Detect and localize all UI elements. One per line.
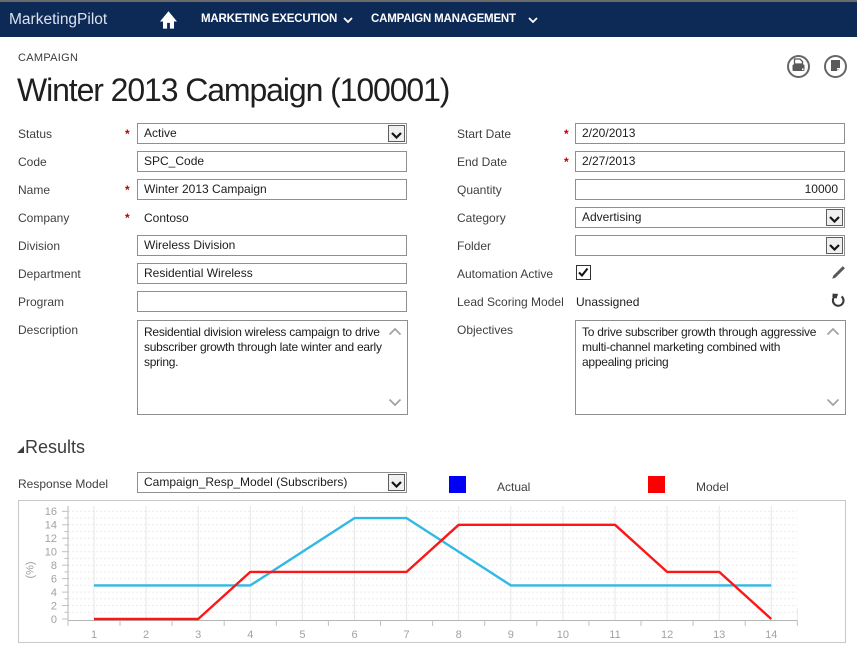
- svg-text:1: 1: [91, 629, 97, 641]
- svg-text:10: 10: [45, 547, 57, 559]
- svg-text:7: 7: [404, 629, 410, 641]
- svg-text:8: 8: [456, 629, 462, 641]
- svg-text:12: 12: [45, 533, 57, 545]
- svg-text:12: 12: [661, 629, 673, 641]
- svg-text:9: 9: [508, 629, 514, 641]
- svg-text:11: 11: [609, 629, 620, 641]
- svg-text:6: 6: [351, 629, 357, 641]
- svg-text:14: 14: [45, 520, 57, 532]
- svg-text:5: 5: [299, 629, 305, 641]
- svg-text:13: 13: [713, 629, 725, 641]
- svg-text:(%): (%): [25, 561, 37, 578]
- svg-text:8: 8: [51, 560, 57, 572]
- svg-text:14: 14: [765, 629, 777, 641]
- svg-text:4: 4: [247, 629, 253, 641]
- svg-text:16: 16: [45, 506, 57, 518]
- svg-text:2: 2: [143, 629, 149, 641]
- svg-text:6: 6: [51, 574, 57, 586]
- svg-text:0: 0: [51, 614, 57, 626]
- svg-text:3: 3: [195, 629, 201, 641]
- svg-text:2: 2: [51, 601, 57, 613]
- svg-text:10: 10: [557, 629, 569, 641]
- svg-text:4: 4: [51, 587, 57, 599]
